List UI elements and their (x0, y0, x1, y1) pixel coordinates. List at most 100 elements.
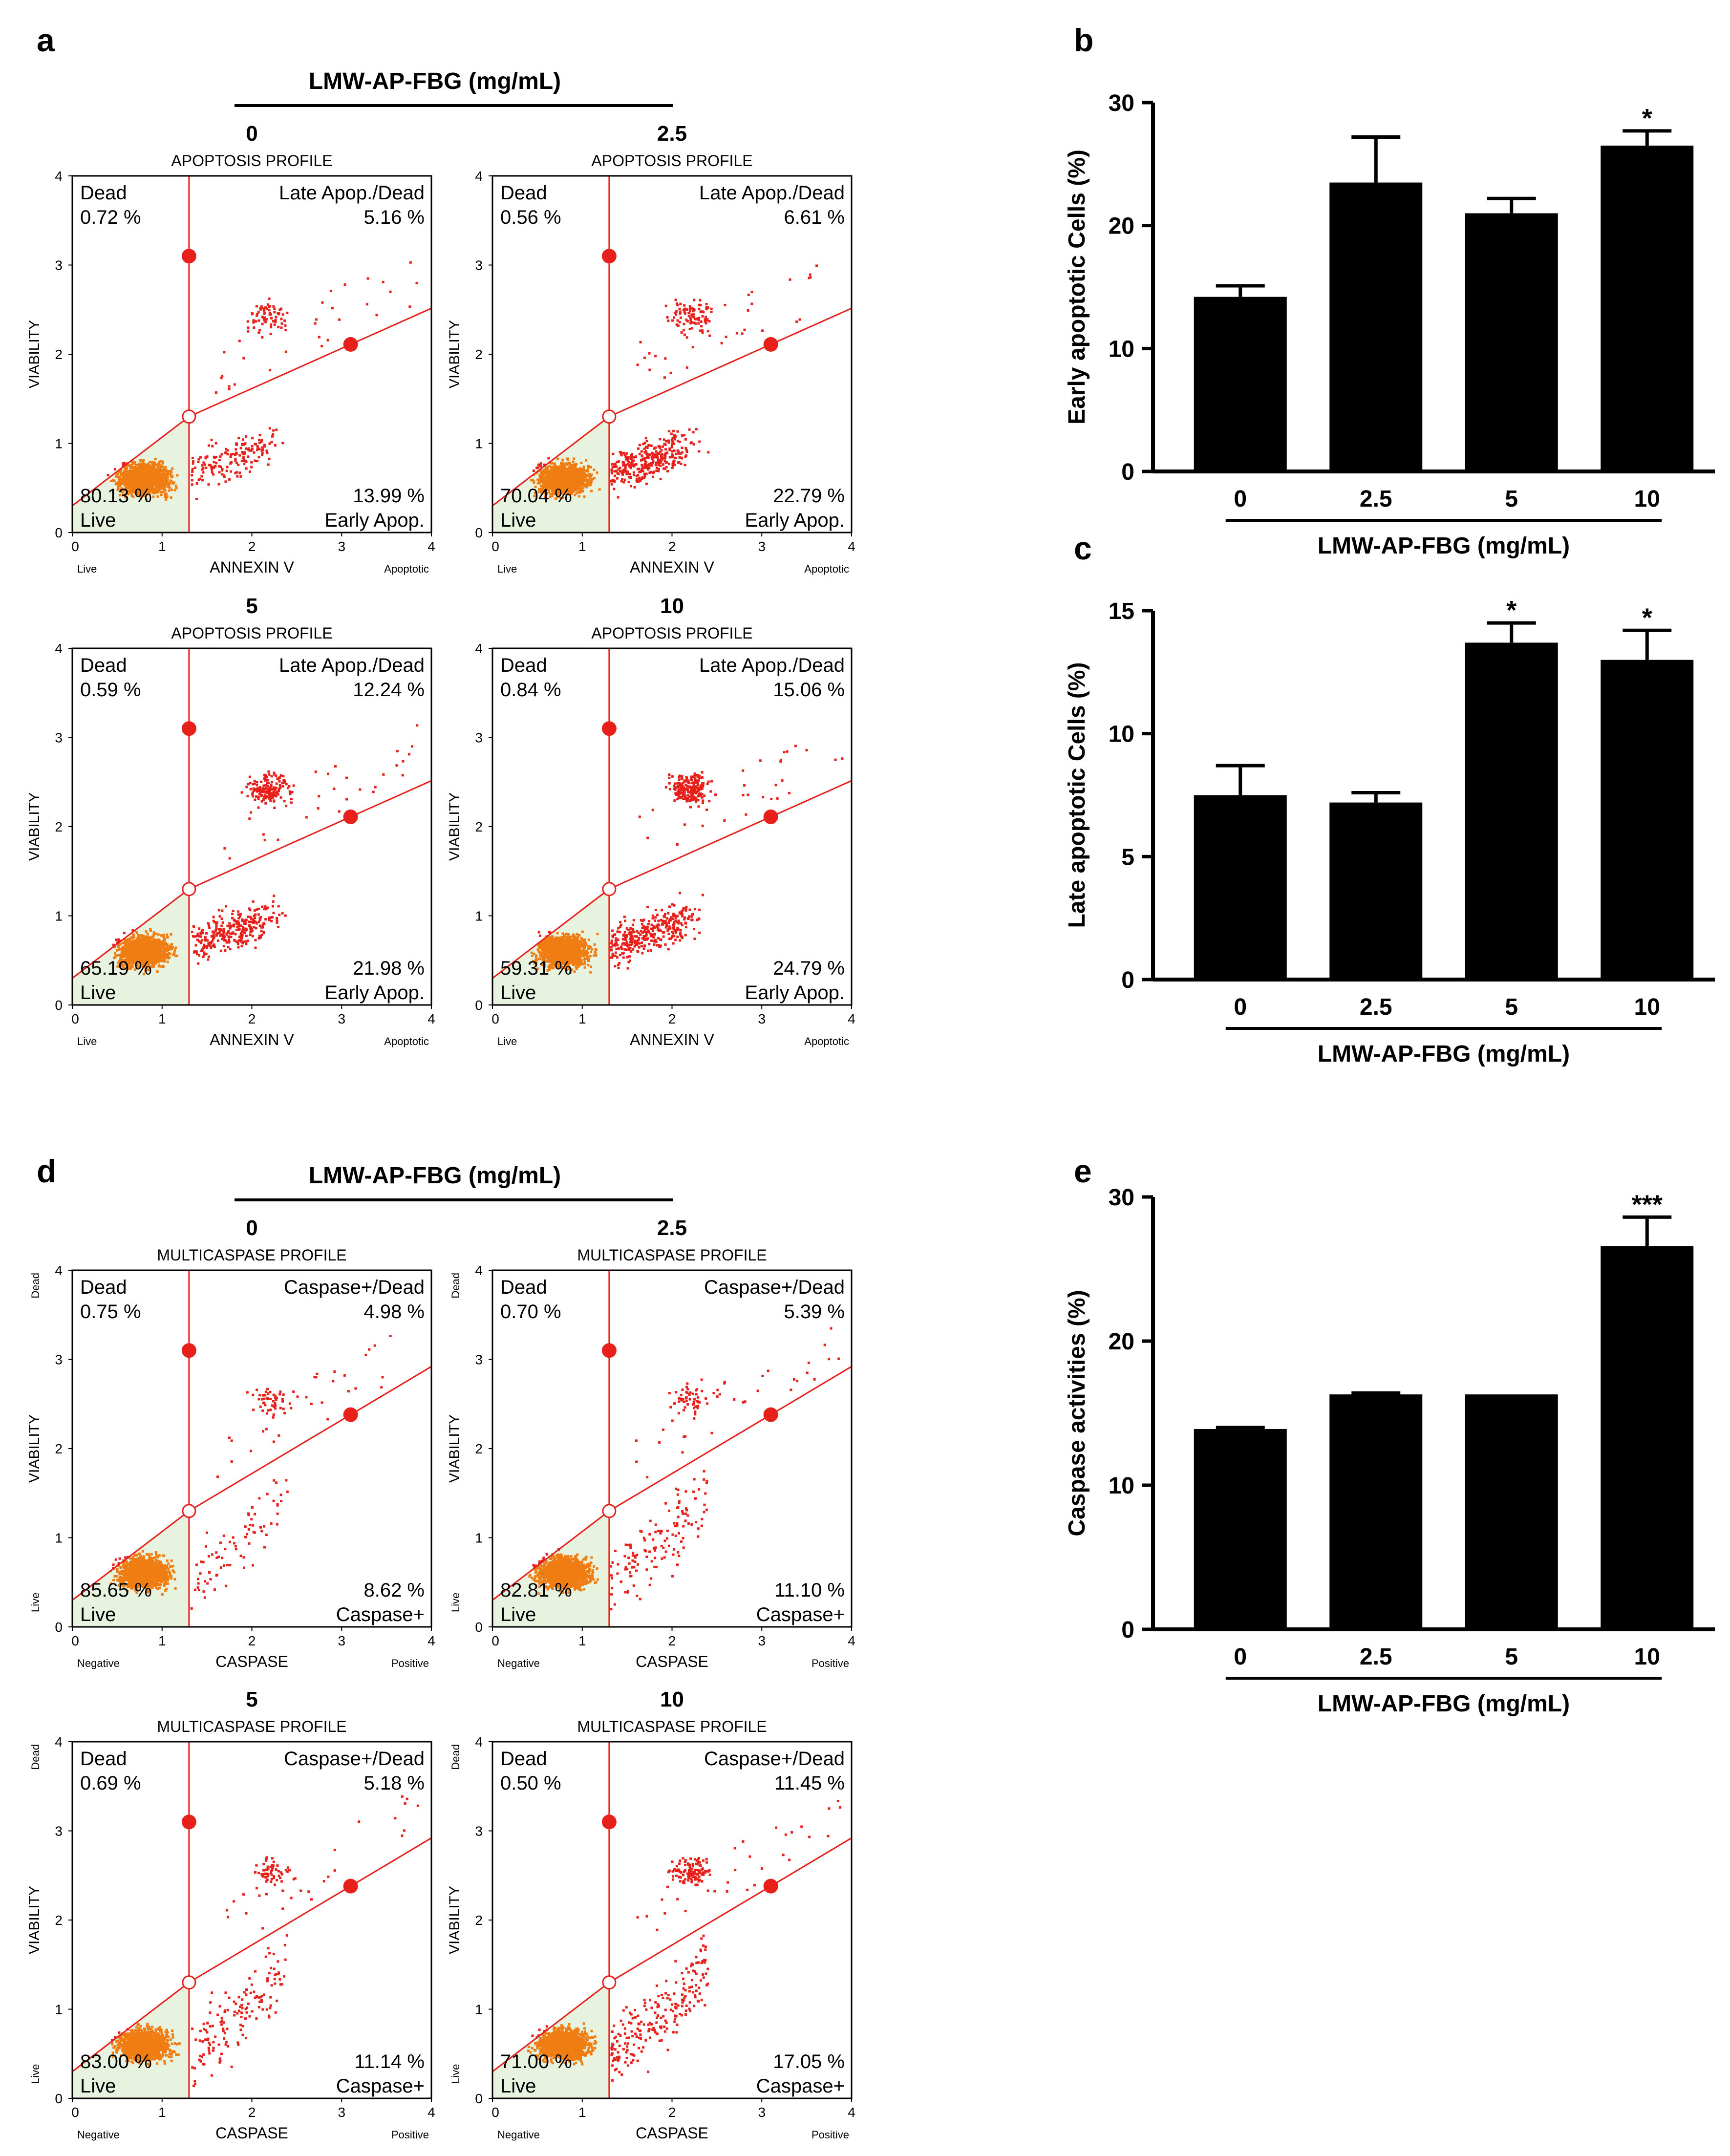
event-dot (141, 486, 144, 489)
event-dot (157, 476, 160, 479)
event-dot (158, 940, 161, 943)
event-dot (789, 278, 791, 281)
event-dot (632, 471, 635, 474)
event-dot (130, 482, 133, 485)
event-dot (133, 466, 136, 469)
event-dot (142, 963, 145, 966)
event-dot (565, 472, 568, 475)
x-axis-left-label: Live (497, 563, 517, 575)
event-dot (225, 470, 228, 472)
event-dot (243, 459, 246, 462)
event-dot (150, 476, 153, 479)
profile-title: APOPTOSIS PROFILE (591, 152, 752, 170)
event-dot (157, 953, 160, 956)
event-dot (129, 960, 132, 963)
event-dot (125, 490, 128, 493)
event-dot (114, 956, 117, 959)
event-dot (222, 928, 225, 931)
event-dot (628, 464, 631, 467)
event-dot (700, 320, 703, 323)
event-dot (577, 482, 580, 485)
event-dot (706, 330, 709, 333)
event-dot (679, 312, 682, 315)
event-dot (211, 944, 214, 947)
event-dot (672, 461, 675, 464)
event-dot (620, 471, 623, 474)
event-dot (139, 956, 142, 959)
panel-letter-e: e (1074, 1153, 1092, 1189)
event-dot (134, 946, 137, 949)
event-dot (117, 475, 120, 478)
event-dot (131, 462, 134, 465)
event-dot (699, 329, 702, 332)
event-dot (208, 944, 211, 947)
event-dot (156, 970, 159, 973)
event-dot (131, 929, 134, 932)
event-dot (128, 960, 131, 963)
event-dot (690, 441, 693, 444)
event-dot (663, 376, 666, 379)
event-dot (572, 466, 575, 469)
event-dot (256, 922, 258, 925)
event-dot (247, 326, 250, 329)
event-dot (679, 302, 682, 305)
event-dot (136, 961, 139, 964)
event-dot (409, 261, 412, 264)
event-dot (126, 962, 129, 965)
event-dot (142, 946, 145, 949)
event-dot (192, 951, 195, 954)
event-dot (664, 357, 667, 360)
event-dot (147, 946, 150, 949)
y-tick-label: 4 (475, 169, 483, 184)
event-dot (207, 924, 210, 927)
event-dot (681, 434, 683, 437)
event-dot (582, 481, 585, 484)
event-dot (176, 474, 179, 477)
event-dot (587, 466, 590, 469)
event-dot (673, 456, 676, 459)
event-dot (126, 470, 129, 473)
event-dot (125, 967, 128, 970)
event-dot (616, 472, 619, 475)
event-dot (578, 480, 581, 483)
event-dot (120, 961, 123, 963)
event-dot (162, 948, 165, 951)
event-dot (560, 479, 563, 482)
event-dot (155, 483, 158, 486)
event-dot (157, 488, 160, 491)
event-dot (277, 926, 280, 929)
event-dot (196, 932, 199, 935)
event-dot (565, 491, 568, 493)
x-tick-label: 2 (668, 539, 676, 554)
event-dot (204, 463, 207, 466)
event-dot (202, 471, 205, 474)
event-dot (571, 464, 574, 467)
event-dot (581, 487, 584, 490)
event-dot (244, 920, 247, 923)
event-dot (254, 920, 257, 923)
event-dot (273, 307, 276, 310)
event-dot (694, 318, 697, 320)
lower-gate-line (492, 416, 610, 507)
event-dot (150, 959, 152, 961)
event-dot (698, 303, 701, 306)
event-dot (213, 455, 215, 458)
event-dot (214, 442, 217, 445)
event-dot (153, 940, 156, 943)
event-dot (145, 966, 148, 969)
event-dot (550, 466, 553, 469)
event-dot (635, 475, 638, 478)
event-dot (257, 920, 260, 923)
event-dot (168, 482, 171, 485)
event-dot (585, 479, 588, 482)
event-dot (623, 453, 626, 456)
event-dot (268, 442, 271, 445)
event-dot (256, 314, 258, 317)
event-dot (236, 475, 239, 478)
event-dot (230, 453, 233, 456)
event-dot (275, 428, 278, 431)
event-dot (693, 321, 696, 324)
event-dot (281, 313, 284, 316)
event-dot (212, 934, 215, 937)
event-dot (149, 468, 151, 470)
